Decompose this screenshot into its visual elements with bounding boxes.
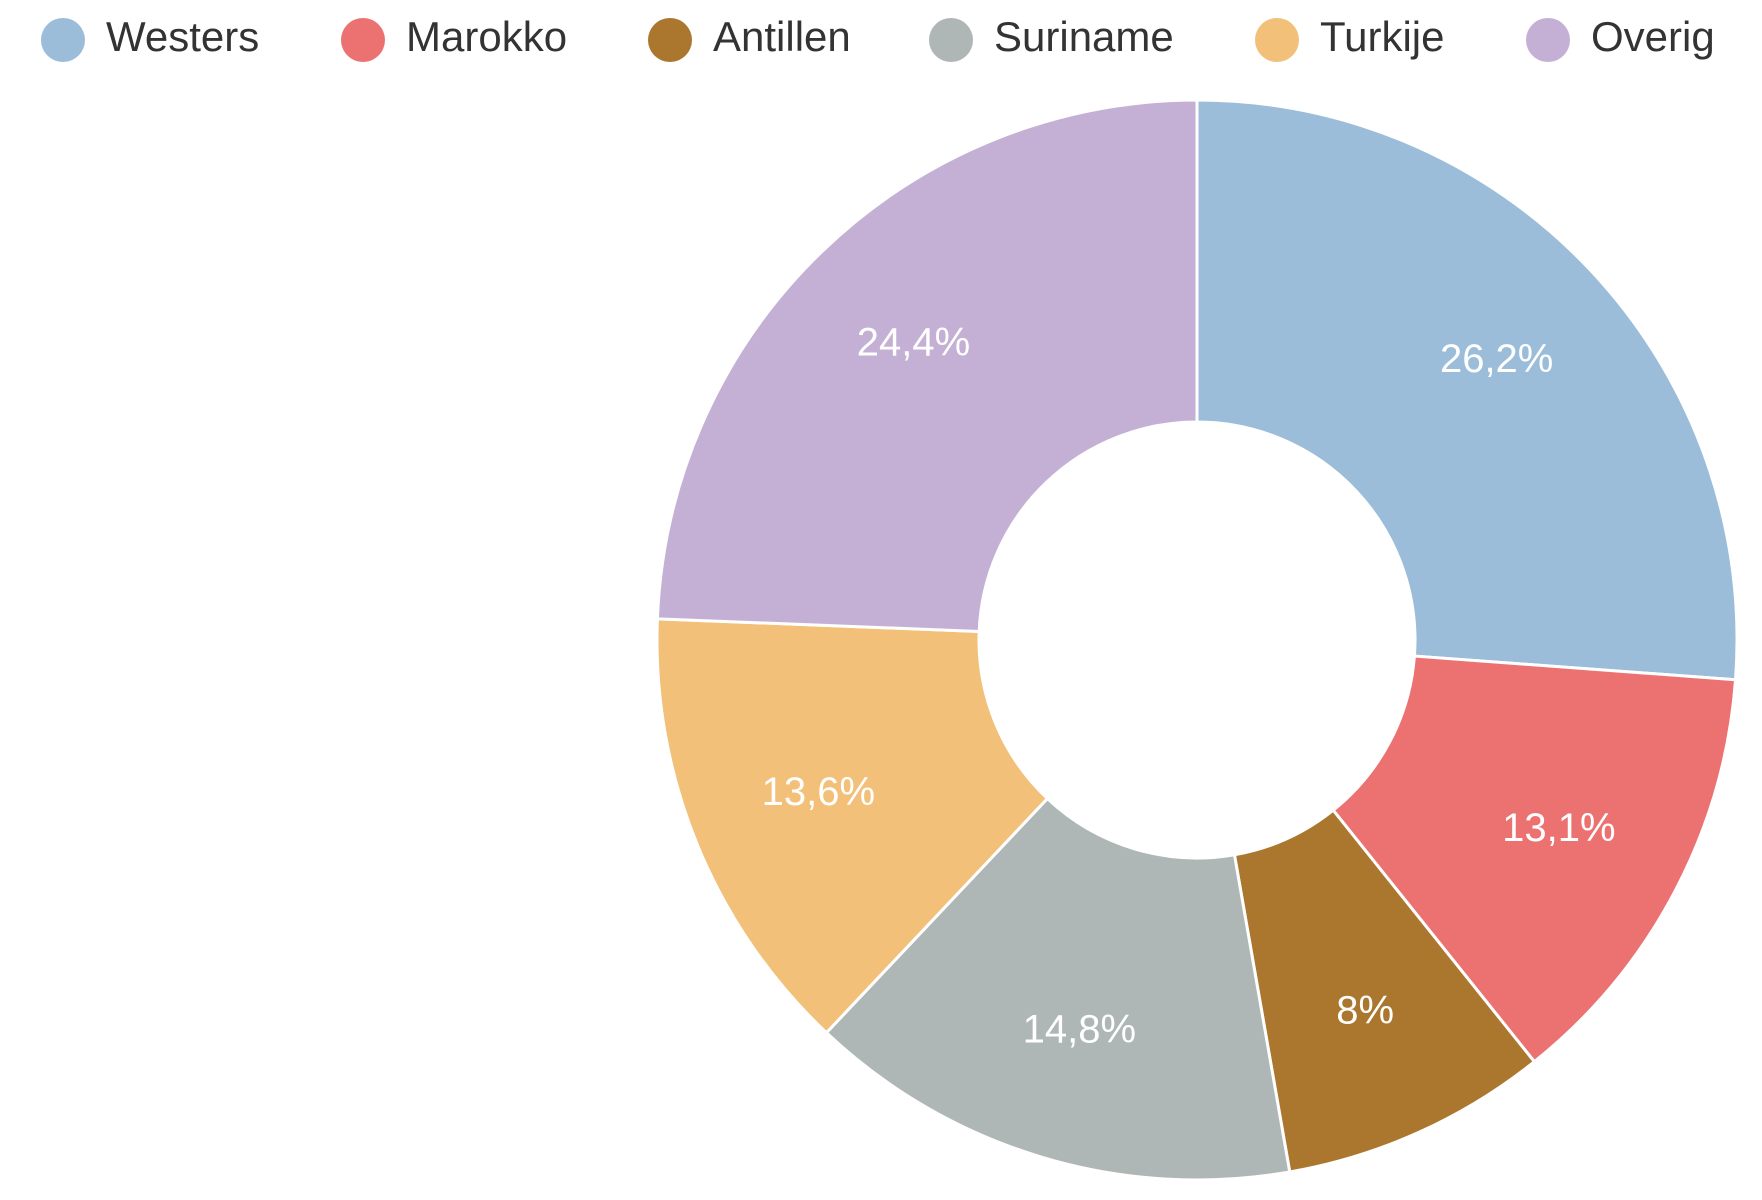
legend-marker <box>648 18 692 62</box>
donut-slice <box>655 617 1050 1035</box>
donut-slice <box>824 796 1292 1182</box>
slice-label: 13,1% <box>1502 806 1615 850</box>
legend-marker <box>1526 18 1570 62</box>
legend-label: Westers <box>106 13 259 60</box>
slice-label: 24,4% <box>857 321 970 365</box>
legend-label: Marokko <box>406 13 567 60</box>
slice-label: 13,6% <box>762 770 875 814</box>
legend-label: Suriname <box>994 13 1174 60</box>
legend-marker <box>41 18 85 62</box>
legend-marker <box>1255 18 1299 62</box>
legend-marker <box>929 18 973 62</box>
legend-marker <box>341 18 385 62</box>
donut-slice <box>1195 98 1739 682</box>
donut-slice <box>1232 808 1537 1174</box>
slice-label: 26,2% <box>1440 337 1553 381</box>
legend-label: Overig <box>1591 13 1715 60</box>
legend-label: Turkije <box>1320 13 1444 60</box>
legend-label: Antillen <box>713 13 851 60</box>
donut-slice <box>1331 654 1738 1064</box>
slice-label: 8% <box>1336 988 1394 1032</box>
donut-slice <box>655 98 1199 634</box>
slice-label: 14,8% <box>1023 1007 1136 1051</box>
